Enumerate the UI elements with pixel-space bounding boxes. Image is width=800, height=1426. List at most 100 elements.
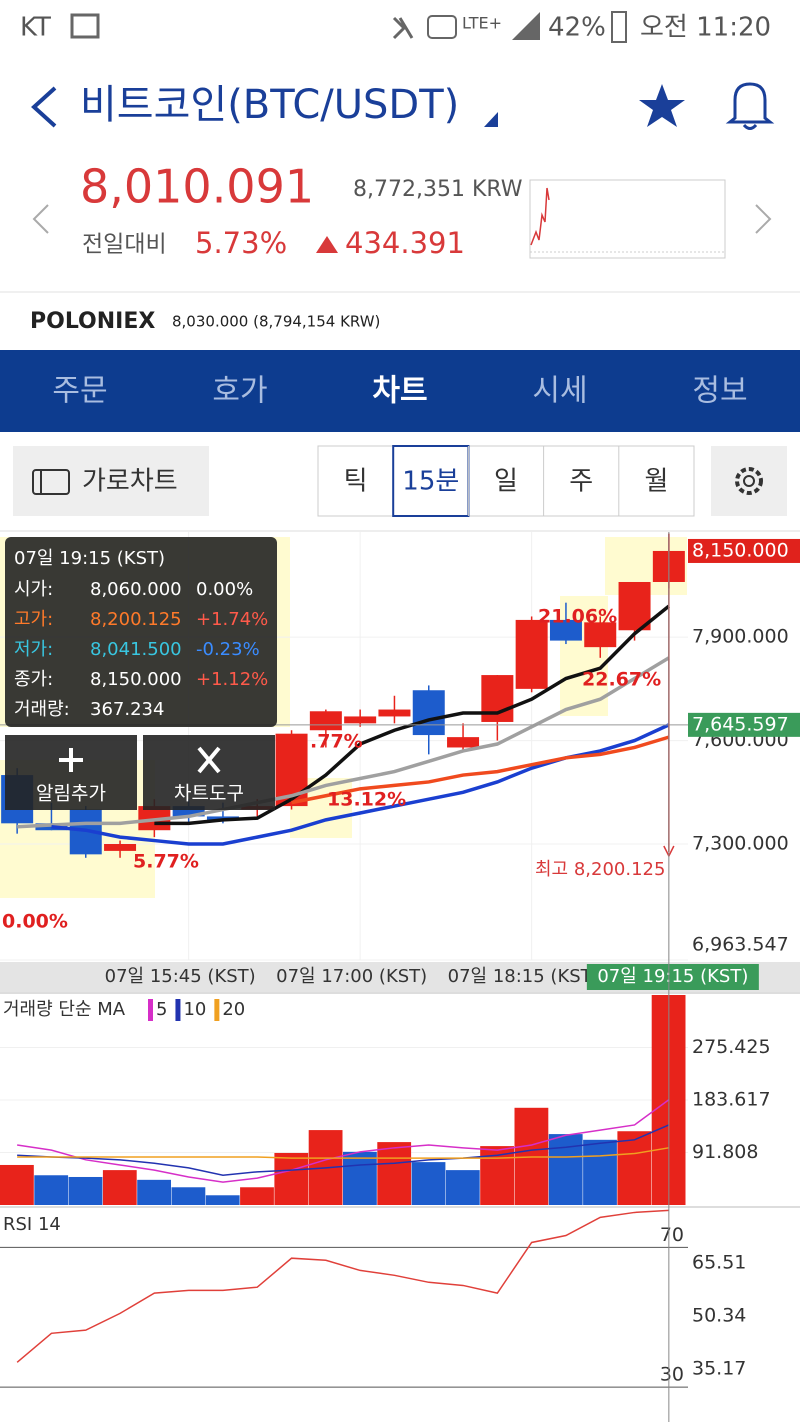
candle-body [447, 737, 480, 748]
volume-bar [445, 1170, 480, 1205]
popup-label: 저가: [14, 639, 53, 660]
candle-body [515, 619, 548, 689]
candle-body [481, 675, 514, 722]
favorite-button[interactable] [639, 84, 685, 127]
legend-label: 5 [156, 999, 167, 1020]
candle-body [309, 711, 342, 731]
tool-button[interactable] [143, 735, 275, 810]
interval[interactable]: 틱 [344, 467, 368, 497]
prev-button[interactable] [32, 204, 49, 234]
popup-time: 07일 19:15 (KST) [14, 548, 165, 569]
tab-bar [0, 350, 800, 432]
y-tick-label: 6,963.547 [692, 934, 789, 956]
title[interactable]: 비트코인(BTC/USDT) [80, 82, 459, 128]
candle-body [584, 622, 617, 648]
tool-label[interactable]: 알림추가 [36, 783, 106, 805]
popup-value: 8,041.500 [90, 639, 182, 660]
y-tick-label: 183.617 [692, 1089, 771, 1111]
tools-icon [197, 746, 221, 774]
interval[interactable]: 주 [569, 467, 593, 497]
volume-bar [377, 1142, 412, 1205]
popup-value: 8,150.000 [90, 669, 182, 690]
popup-change: 0.00% [196, 579, 253, 600]
gallery-icon [70, 13, 100, 39]
volume-bar [0, 1164, 34, 1205]
battery-icon [611, 11, 627, 43]
settings-button[interactable] [711, 446, 787, 516]
plus-icon [59, 748, 83, 772]
ma-line [291, 735, 670, 805]
tool-button[interactable] [5, 735, 137, 810]
overlay: 6,963.5477,300.0007,600.0007,900.0008,15… [5, 532, 800, 1422]
tab[interactable]: 호가 [212, 374, 267, 409]
level-label: 30 [660, 1364, 684, 1386]
landscape-label[interactable]: 가로차트 [82, 467, 178, 497]
interval[interactable]: 일 [494, 467, 518, 497]
back-button[interactable] [31, 86, 57, 128]
legend-label: 10 [183, 999, 206, 1020]
ma-box [688, 712, 800, 737]
sparkline [530, 187, 550, 246]
signal-icon [512, 12, 540, 40]
popup-label: 시가: [14, 579, 53, 600]
y-tick-label: 275.425 [692, 1036, 771, 1058]
battery: 42% [548, 13, 606, 43]
clock: 오전 11:20 [640, 13, 771, 43]
volume-bar [274, 1152, 309, 1205]
interval-group [317, 445, 695, 517]
x-tick-label: 07일 18:15 (KST) [448, 966, 599, 987]
popup-value: 8,200.125 [90, 609, 182, 630]
tool-label[interactable]: 차트도구 [174, 783, 244, 805]
volume-bar [548, 1134, 583, 1205]
next-button[interactable] [755, 204, 772, 234]
legend-swatch [175, 999, 181, 1021]
sparkline-box [529, 179, 726, 259]
settings-icon [743, 475, 755, 487]
volume-bar [205, 1195, 240, 1205]
panel-title: 거래량 단순 MA [3, 999, 126, 1020]
tab[interactable]: 차트 [372, 374, 427, 409]
popup-change: +1.12% [196, 669, 268, 690]
legend-swatch [148, 999, 153, 1021]
volume-bar [68, 1176, 103, 1205]
y-tick-label: 50.34 [692, 1305, 746, 1327]
volume-bar [240, 1187, 274, 1205]
rsi-line [16, 1209, 669, 1363]
candle-body [412, 690, 445, 736]
volume-ma [17, 1124, 670, 1177]
volume-bar [137, 1179, 171, 1205]
change-pct: 5.73% [195, 226, 287, 260]
carrier: KT [20, 13, 51, 43]
popup-label: 종가: [14, 669, 53, 690]
last-label: 8,150.000 [692, 539, 789, 561]
interval[interactable]: 월 [644, 467, 668, 497]
volume-ma [17, 1147, 669, 1159]
ma-label: 7,645.597 [692, 713, 789, 735]
tab[interactable]: 정보 [692, 374, 747, 409]
network: LTE+ [462, 14, 502, 33]
landscape-button[interactable] [13, 446, 209, 516]
last-price: 8,010.091 [80, 160, 314, 214]
annotation: 0.00% [2, 911, 68, 933]
volume-ma [17, 1099, 670, 1183]
interval[interactable]: 15분 [402, 467, 459, 497]
volume-bar [102, 1170, 137, 1205]
time-highlight [586, 964, 759, 990]
mute-icon [392, 16, 414, 40]
y-tick-label: 7,900.000 [692, 626, 789, 648]
popup-change: -0.23% [196, 639, 260, 660]
candle-body [104, 844, 137, 851]
tab[interactable]: 시세 [532, 374, 587, 409]
y-tick-label: 91.808 [692, 1141, 758, 1163]
tab[interactable]: 주문 [52, 374, 107, 409]
volume-bar [34, 1175, 69, 1205]
candle-body [344, 716, 377, 724]
candle-body [618, 581, 651, 631]
krw-price: 8,772,351 KRW [353, 177, 523, 202]
popup-change: +1.74% [196, 609, 268, 630]
annotation: 13.12% [327, 789, 406, 811]
volume-bar [583, 1139, 617, 1205]
dropdown-icon[interactable] [484, 112, 498, 127]
alarm-button[interactable] [725, 82, 775, 130]
